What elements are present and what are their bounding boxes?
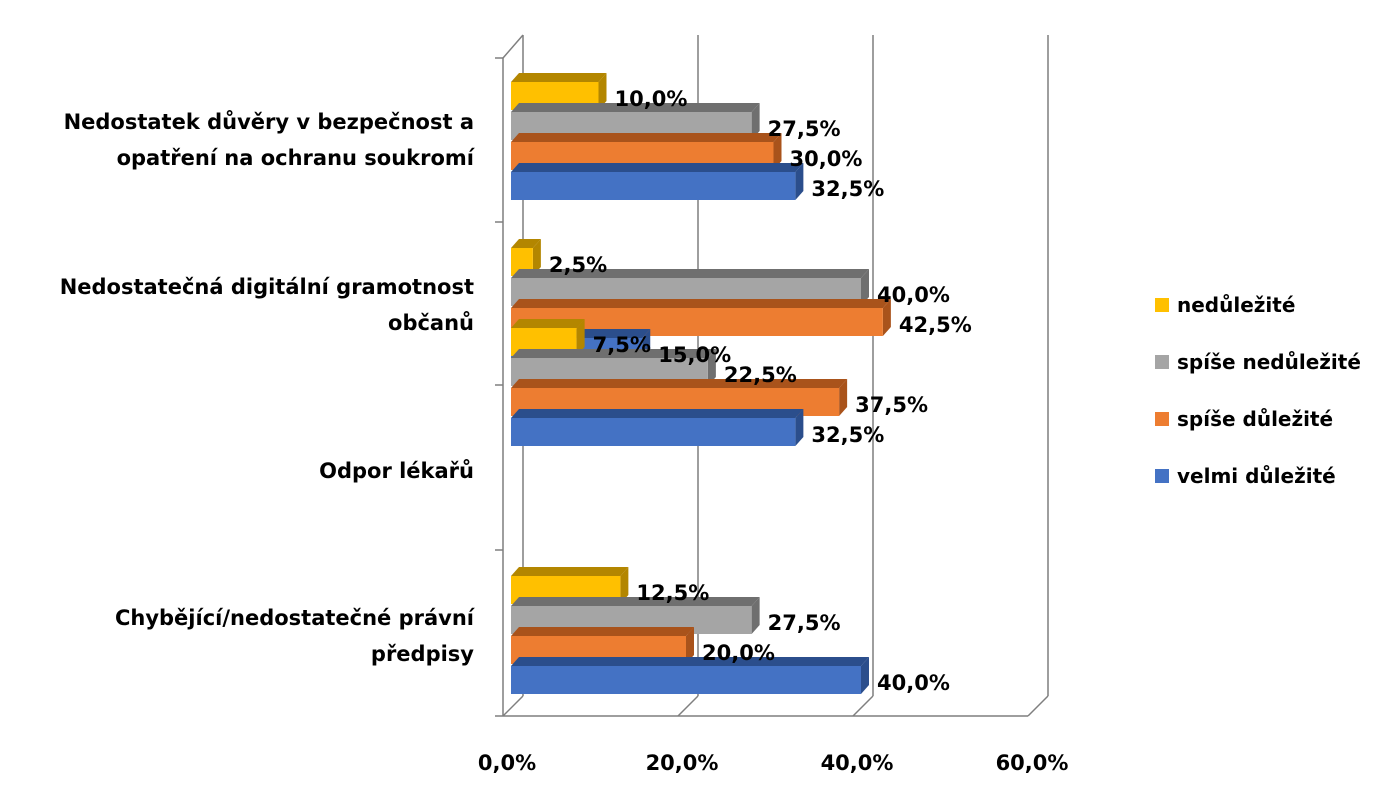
data-label: 10,0% [615,87,688,111]
bar-marks [511,73,891,694]
category-label: Nedostatek důvěry v bezpečnost a [64,110,474,134]
bar-side-face [598,73,607,110]
bar-side-face [795,409,804,446]
bar-side-face [795,163,804,200]
legend: nedůležité spíše nedůležité spíše důležité… [1155,293,1361,488]
data-label: 42,5% [899,313,972,337]
legend-swatch [1155,469,1169,483]
data-label: 15,0% [658,343,731,367]
bar-side-face [861,269,869,306]
bar-top-face [511,379,848,388]
bar-top-face [511,349,716,358]
bar-top-face [511,239,541,248]
bar-side-face [861,657,869,694]
floor-gridline [502,695,524,717]
data-label: 32,5% [811,423,884,447]
bar-top-face [511,73,607,82]
data-label: 12,5% [636,581,709,605]
data-label: 40,0% [877,283,950,307]
bar [511,666,861,694]
x-tick-label: 60,0% [996,751,1069,775]
bar-side-face [707,349,716,386]
bar-top-face [511,409,804,418]
floor-gridline [1027,695,1049,717]
data-label: 30,0% [790,147,863,171]
x-tick-label: 40,0% [821,751,894,775]
category-label: Nedostatečná digitální gramotnost [60,275,474,299]
bar-top-face [511,163,804,172]
legend-label: spíše důležité [1177,407,1333,431]
bar-side-face [882,299,891,336]
side-wall-top [502,34,524,59]
category-label: předpisy [371,642,474,666]
data-label: 7,5% [593,333,651,357]
bar-top-face [511,299,891,308]
category-label: opatření na ochranu soukromí [117,146,476,170]
bar-side-face [773,133,782,170]
floor-gridline [677,695,699,717]
data-label: 40,0% [877,671,950,695]
legend-label: spíše nedůležité [1177,350,1361,374]
bar [511,418,796,446]
x-tick-label: 0,0% [478,751,536,775]
category-label: občanů [388,311,474,335]
bar-side-face [620,567,629,604]
bar-top-face [511,269,869,278]
floor-gridline [852,695,874,717]
legend-swatch [1155,412,1169,426]
category-labels: Nedostatek důvěry v bezpečnost a opatření… [60,110,476,666]
bar-top-face [511,567,629,576]
bar-top-face [511,627,694,636]
data-label: 2,5% [549,253,607,277]
bar-side-face [839,379,848,416]
legend-label: nedůležité [1177,293,1295,317]
x-axis-tick-labels: 0,0% 20,0% 40,0% 60,0% [478,751,1069,775]
data-label: 37,5% [855,393,928,417]
data-label: 22,5% [724,363,797,387]
bar-side-face [576,319,585,356]
bar-side-face [686,627,694,664]
category-label: Odpor lékařů [319,459,474,483]
data-label: 32,5% [811,177,884,201]
data-label: 20,0% [702,641,775,665]
data-labels: 10,0% 27,5% 30,0% 32,5% 2,5% 40,0% 42,5% 15,0% 7… [549,87,972,695]
data-label: 27,5% [768,611,841,635]
legend-swatch [1155,298,1169,312]
data-label: 27,5% [768,117,841,141]
bar-top-face [511,657,869,666]
legend-label: velmi důležité [1177,464,1336,488]
bar-top-face [511,133,782,142]
bar-side-face [532,239,541,276]
legend-swatch [1155,355,1169,369]
bar [511,172,796,200]
bar-top-face [511,597,760,606]
bar-side-face [751,103,760,140]
bar-side-face [751,597,760,634]
x-tick-label: 20,0% [646,751,719,775]
category-label: Chybějící/nedostatečné právní [115,606,476,630]
bar-top-face [511,319,585,328]
bar-top-face [511,103,760,112]
